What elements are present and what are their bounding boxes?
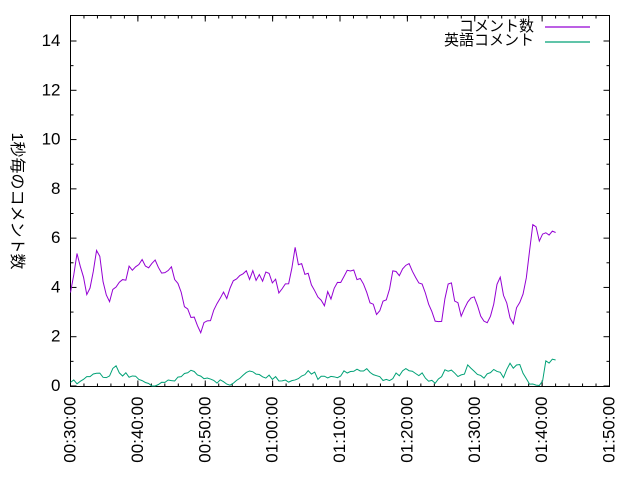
svg-text:6: 6 — [51, 228, 60, 247]
svg-text:0: 0 — [51, 376, 60, 395]
svg-text:01:10:00: 01:10:00 — [330, 397, 349, 463]
svg-text:01:40:00: 01:40:00 — [532, 397, 551, 463]
svg-text:01:30:00: 01:30:00 — [465, 397, 484, 463]
svg-text:10: 10 — [42, 130, 61, 149]
svg-text:01:50:00: 01:50:00 — [600, 397, 619, 463]
svg-text:4: 4 — [51, 277, 60, 296]
svg-text:2: 2 — [51, 327, 60, 346]
svg-text:8: 8 — [51, 179, 60, 198]
svg-text:01:20:00: 01:20:00 — [397, 397, 416, 463]
svg-text:14: 14 — [42, 31, 61, 50]
svg-text:1秒毎のコメント数: 1秒毎のコメント数 — [8, 133, 26, 270]
svg-text:01:00:00: 01:00:00 — [263, 397, 282, 463]
svg-text:00:30:00: 00:30:00 — [61, 397, 80, 463]
svg-text:英語コメント: 英語コメント — [444, 31, 534, 49]
svg-text:00:40:00: 00:40:00 — [128, 397, 147, 463]
svg-text:00:50:00: 00:50:00 — [195, 397, 214, 463]
svg-text:12: 12 — [42, 80, 61, 99]
